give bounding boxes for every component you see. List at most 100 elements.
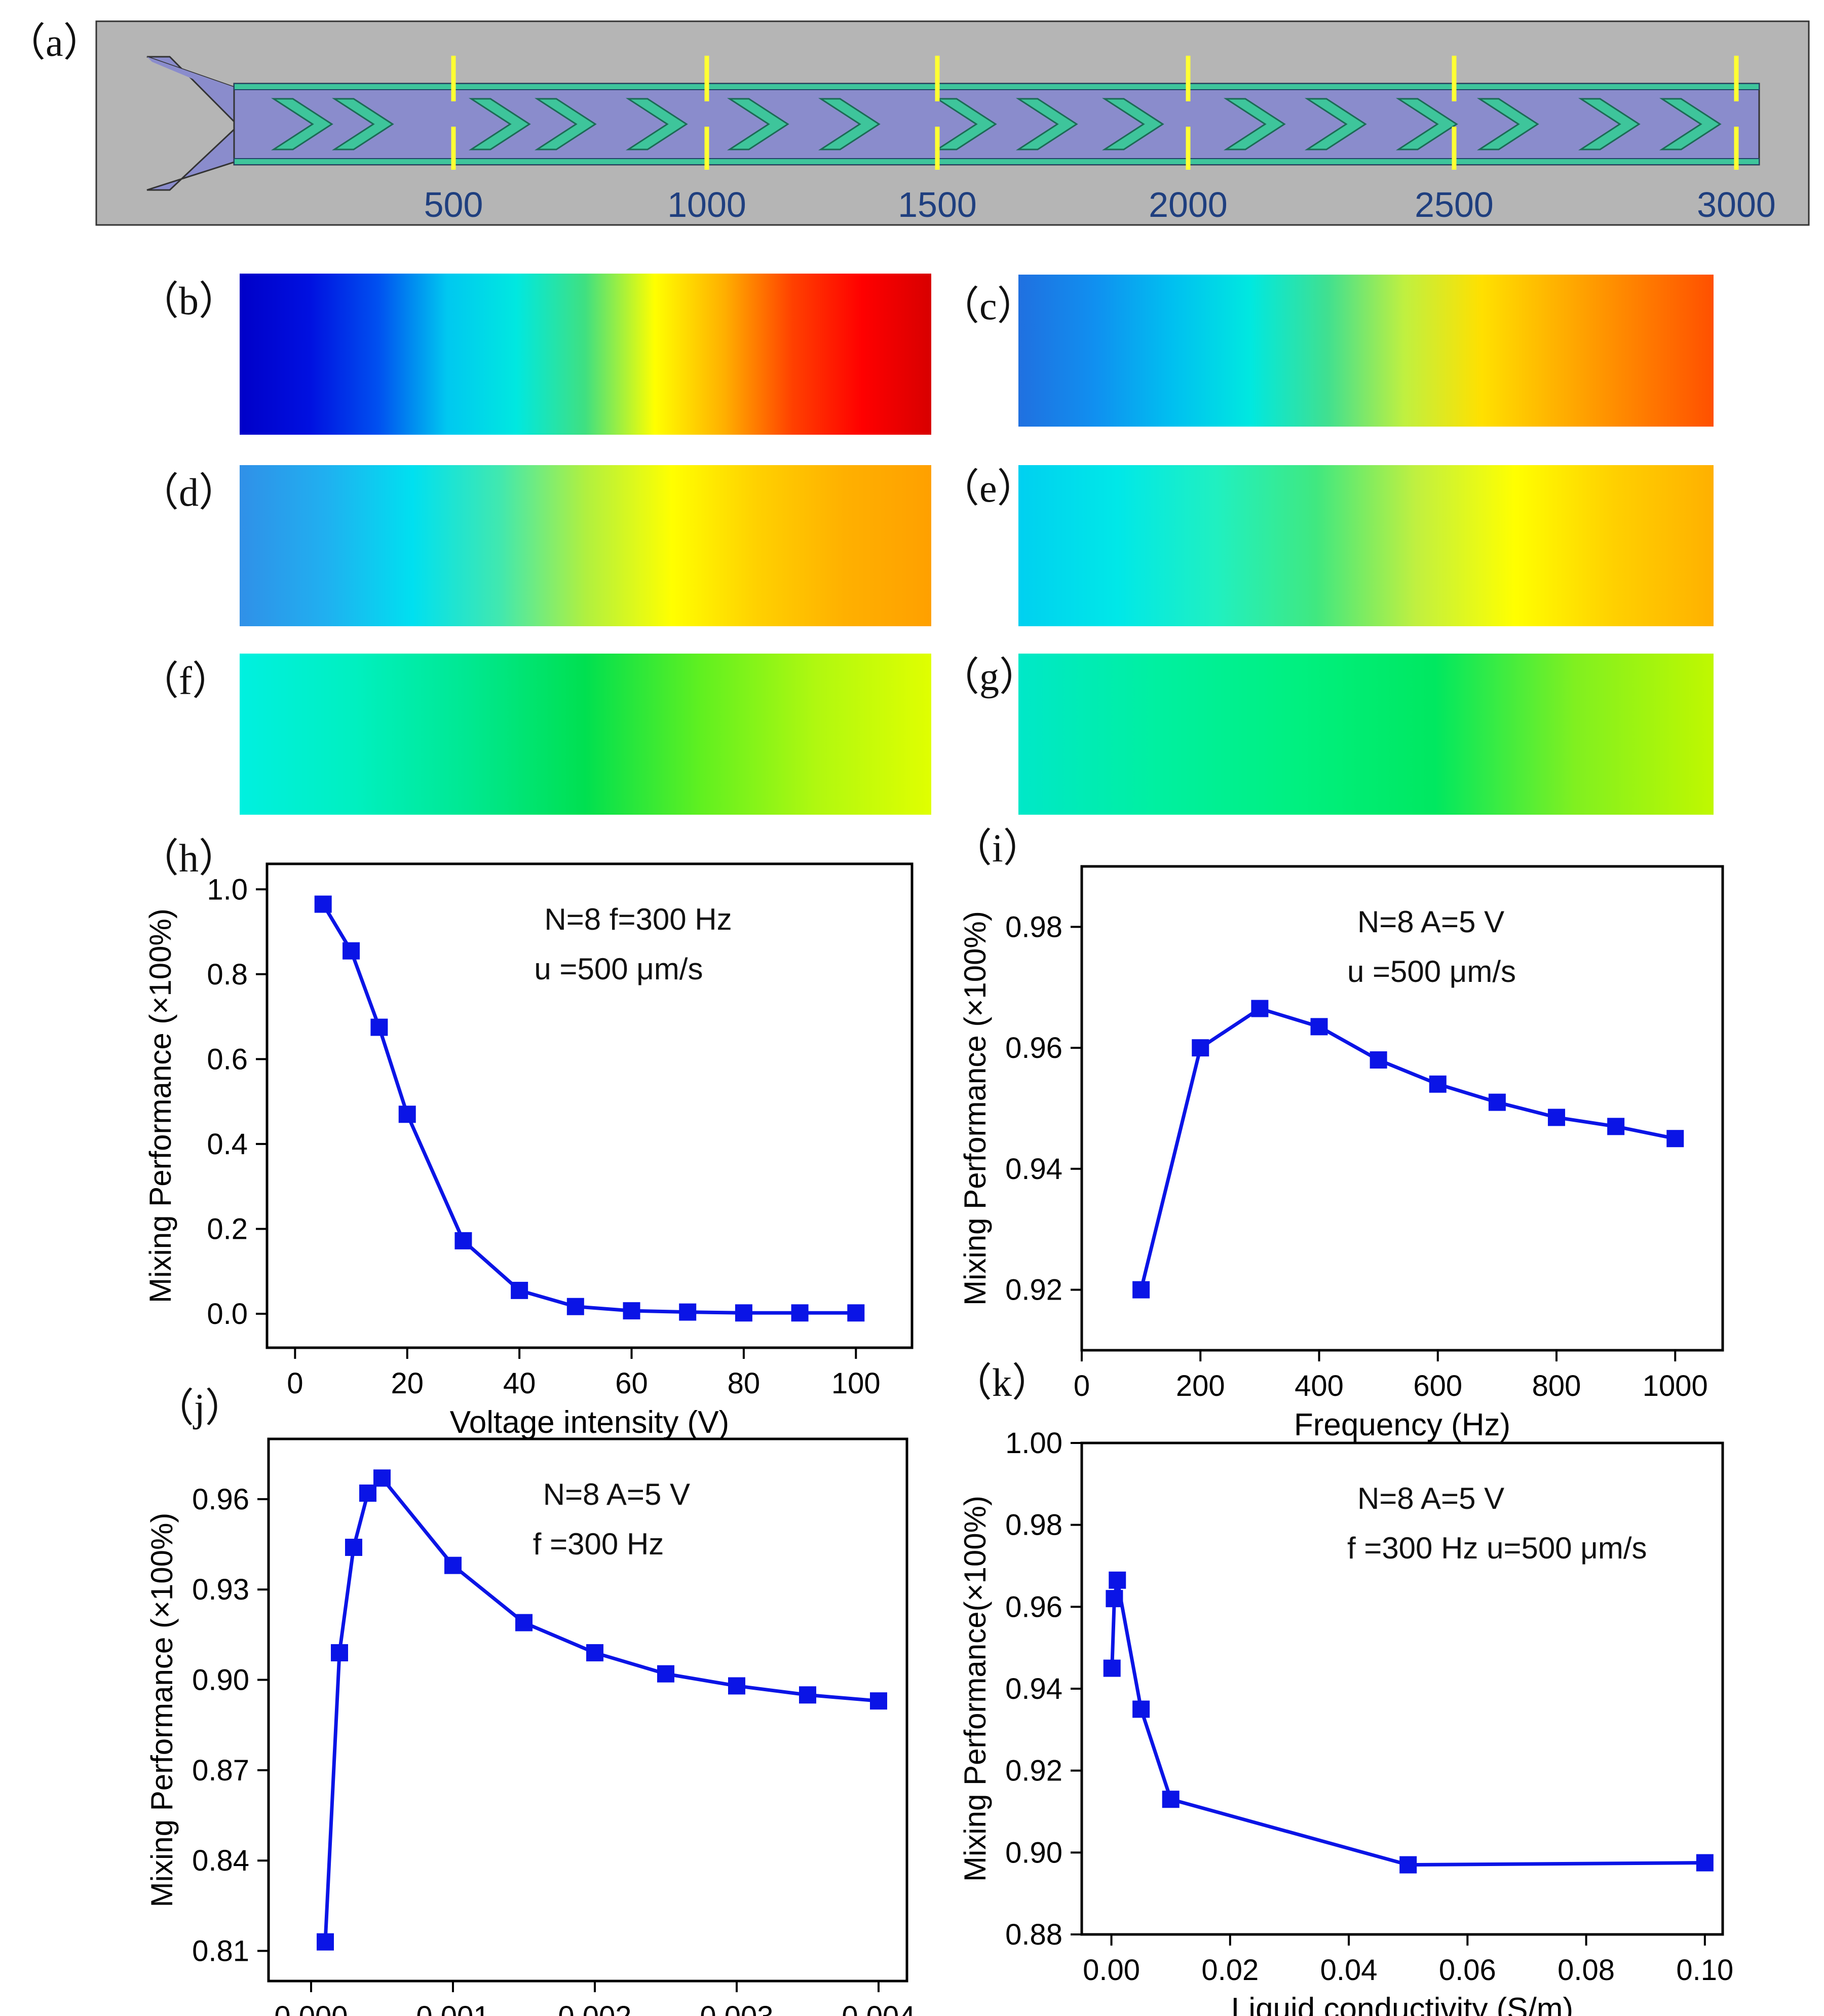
chevron-electrode [534,98,597,150]
chart-annotation: N=8 A=5 V [543,1477,690,1511]
y-tick-label: 0.8 [207,958,248,991]
position-label: 500 [424,185,483,224]
panel-label-a: （a） [6,20,103,64]
y-tick-label: 0.92 [1005,1274,1062,1307]
data-point [331,1644,348,1662]
chevron-electrode [1304,98,1367,150]
chevron-electrode [727,98,789,150]
chart-annotation: N=8 A=5 V [1357,905,1504,939]
chart-annotation: f =300 Hz [533,1527,664,1561]
y-tick-label: 0.98 [1005,1509,1062,1542]
y-tick-label: 0.96 [192,1483,249,1516]
y-tick-label: 0.88 [1005,1918,1062,1951]
chart-annotation: u =500 μm/s [1347,955,1516,988]
data-point [444,1556,462,1574]
x-tick-label: 80 [728,1367,761,1400]
chevron-electrode [1223,98,1286,150]
y-axis-label: Mixing Performance (×100%) [143,908,177,1303]
x-tick-label: 40 [503,1367,536,1400]
data-point [373,1469,391,1487]
x-tick-label: 0.10 [1676,1954,1733,1987]
y-tick-label: 0.93 [192,1573,249,1606]
y-tick-label: 0.87 [192,1754,249,1787]
x-tick-label: 0.08 [1557,1954,1615,1987]
data-point [1399,1856,1417,1874]
colormap-e [1018,465,1714,626]
panel-label-k: （k） [953,1360,1051,1404]
y-axis-label: Mixing Performance(×100%) [958,1496,992,1882]
plot-frame [265,862,914,1349]
data-point [1488,1093,1506,1111]
data-point [1109,1571,1126,1589]
x-tick-label: 60 [615,1367,648,1400]
series-line [323,1475,879,1942]
y-tick-label: 0.2 [207,1212,248,1245]
data-point [359,1485,376,1502]
x-tick-label: 200 [1176,1370,1225,1402]
data-point [1696,1854,1714,1872]
y-axis-label: Mixing Performance (×100%) [145,1513,179,1908]
plot-frame [267,1437,908,1983]
chevron-electrode [468,98,531,150]
inlet-upper [147,57,234,96]
position-label: 3000 [1697,185,1776,224]
x-axis-label: Voltage intensity (V) [450,1405,729,1440]
chevron-electrode [1659,98,1722,150]
x-axis-label: Frequency (Hz) [1294,1408,1510,1442]
plot-frame [1080,865,1724,1352]
series-line [321,903,856,1315]
chevron-electrode [1101,98,1164,150]
data-point [735,1304,752,1322]
x-tick-label: 20 [391,1367,424,1400]
data-point [314,895,332,913]
y-tick-label: 0.92 [1005,1755,1062,1787]
x-tick-label: 800 [1532,1370,1581,1402]
chart-j: 0.000 0.001 0.002 0.003 0.004 0.81 0.84 0.87 0.9… [145,1437,916,2016]
x-tick-label: 0.004 [842,2000,915,2016]
data-point [1162,1791,1180,1808]
data-point [1132,1700,1150,1718]
top-electrode [234,83,1760,90]
series-line [1139,1006,1676,1290]
data-point [1103,1659,1121,1677]
chevron-electrode [818,98,881,150]
chevron-electrode [625,98,688,150]
y-tick-label: 1.00 [1005,1427,1062,1460]
y-tick-label: 0.90 [1005,1836,1062,1869]
series-line [1110,1580,1705,1867]
chart-k: 0.00 0.02 0.04 0.06 0.08 0.10 0.88 0.90 0.92 0.94… [958,1427,1733,2016]
chevron-electrode [271,98,333,150]
x-tick-label: 100 [831,1367,881,1400]
data-point [454,1232,472,1249]
x-tick-label: 0.000 [274,2000,348,2016]
y-tick-label: 0.96 [1005,1032,1062,1064]
panel-label-b: （b） [139,279,238,323]
y-tick-label: 0.84 [192,1844,249,1877]
data-point [791,1304,809,1322]
data-point [1429,1075,1447,1093]
x-tick-label: 0 [287,1367,303,1400]
chart-annotation: N=8 f=300 Hz [544,902,732,936]
position-label: 2500 [1415,185,1494,224]
y-tick-label: 0.6 [207,1043,248,1076]
bottom-electrode [234,158,1760,165]
chart-annotation: f =300 Hz u=500 μm/s [1347,1531,1647,1565]
chart-annotation: N=8 A=5 V [1357,1481,1504,1515]
data-point [345,1539,362,1556]
data-point [799,1686,816,1704]
colormap-f [240,654,931,815]
data-point [847,1304,865,1322]
chevron-electrode [1395,98,1458,150]
x-tick-label: 0.002 [558,2000,631,2016]
data-point [317,1933,334,1951]
data-point [370,1018,388,1036]
chart-h: 0 20 40 60 80 100 0.0 0.2 0.4 0.6 0.8 1.0 Voltage in… [143,862,914,1440]
y-tick-label: 1.0 [207,873,248,906]
chevron-electrode [1476,98,1539,150]
y-tick-label: 0.4 [207,1128,248,1161]
x-tick-label: 600 [1413,1370,1462,1402]
data-point [398,1106,416,1123]
x-tick-label: 0.00 [1083,1954,1140,1987]
y-axis-label: Mixing Performance (×100%) [958,911,992,1306]
